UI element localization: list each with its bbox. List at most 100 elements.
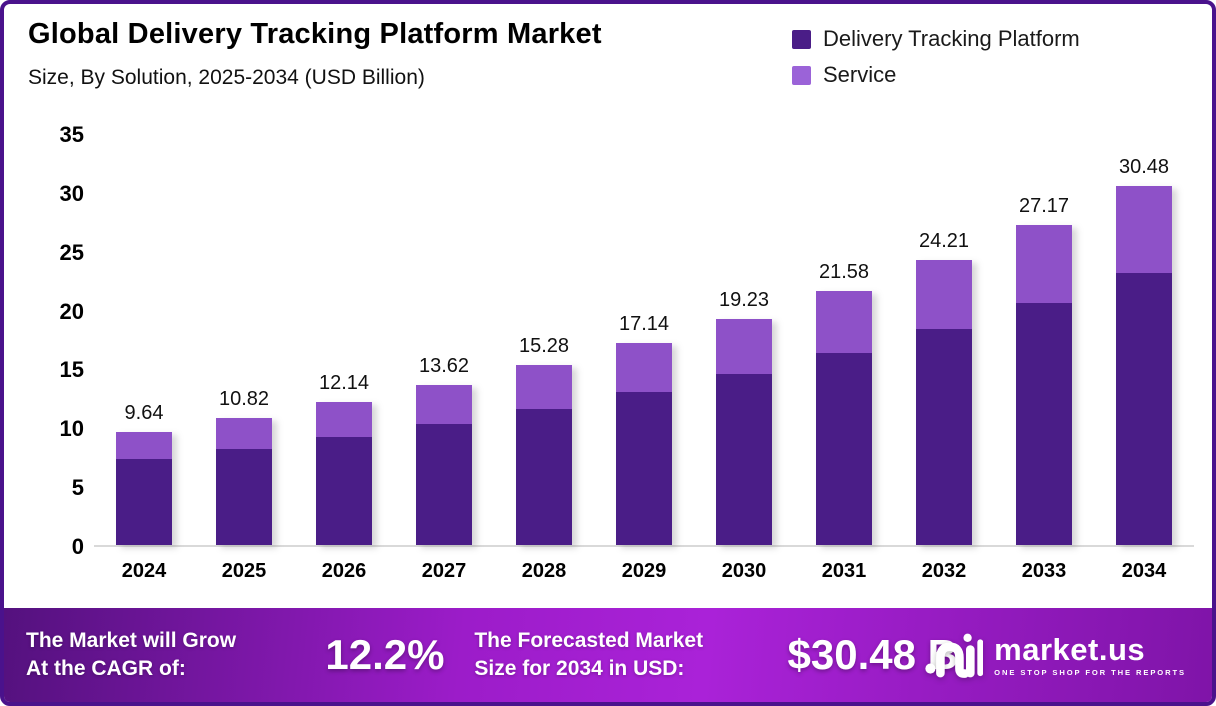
bar-segment-service <box>1016 225 1072 303</box>
x-tick-label: 2034 <box>1121 560 1167 582</box>
x-tick-label: 2025 <box>221 560 267 582</box>
bar-total-label: 27.17 <box>1018 195 1070 218</box>
bar-segment-platform <box>216 448 272 545</box>
bar-segment-platform <box>716 373 772 545</box>
legend-label: Delivery Tracking Platform <box>823 26 1080 51</box>
bar-stack <box>516 365 572 545</box>
bar-segment-service <box>716 318 772 374</box>
y-tick-label: 20 <box>59 298 84 324</box>
bar-column-2027: 13.62 <box>394 355 494 545</box>
bar-segment-service <box>1116 186 1172 274</box>
bar-stack <box>616 343 672 545</box>
bar-segment-platform <box>616 392 672 545</box>
bar-chart-plot: 9.64 10.82 12.14 13.62 15.28 17.14 19.23 21.58 2… <box>94 135 1194 547</box>
bar-segment-platform <box>416 423 472 545</box>
bar-stack <box>416 384 472 545</box>
bar-segment-platform <box>116 459 172 545</box>
y-axis: 0 5 10 15 20 25 30 35 <box>26 122 84 559</box>
bar-segment-service <box>916 260 972 330</box>
cagr-label-line2: At the CAGR of: <box>26 657 186 680</box>
x-axis: 2024 2025 2026 2027 2028 2029 2030 2031 2032 2033… <box>94 560 1194 583</box>
bar-total-label: 17.14 <box>618 313 670 336</box>
bar-segment-platform <box>516 408 572 545</box>
market-us-logo-icon <box>925 633 984 678</box>
x-tick-label: 2024 <box>121 560 167 582</box>
bar-stack <box>116 431 172 545</box>
y-tick-label: 10 <box>59 416 84 442</box>
bar-total-label: 13.62 <box>418 354 470 377</box>
bar-column-2025: 10.82 <box>194 388 294 545</box>
bar-total-label: 19.23 <box>718 288 770 311</box>
bar-segment-service <box>216 417 272 449</box>
bar-column-2033: 27.17 <box>994 195 1094 545</box>
bar-stack <box>1016 225 1072 545</box>
market-us-logo: market.us ONE STOP SHOP FOR THE REPORTS <box>925 629 1186 681</box>
x-tick-label: 2033 <box>1021 560 1067 582</box>
bar-stack <box>916 260 972 545</box>
legend-item-0: Delivery Tracking Platform <box>792 26 1080 52</box>
bar-total-label: 30.48 <box>1118 156 1170 179</box>
bar-segment-platform <box>1116 273 1172 545</box>
x-tick-label: 2029 <box>621 560 667 582</box>
bar-segment-service <box>316 402 372 437</box>
bar-segment-platform <box>1016 302 1072 545</box>
bar-stack <box>316 402 372 545</box>
y-tick-label: 30 <box>59 180 84 206</box>
chart-legend: Delivery Tracking Platform Service <box>792 26 1080 88</box>
bar-total-label: 15.28 <box>518 335 570 358</box>
cagr-label: The Market will Grow At the CAGR of: <box>26 627 314 682</box>
bar-column-2032: 24.21 <box>894 230 994 545</box>
bar-total-label: 21.58 <box>818 260 870 283</box>
x-tick-label: 2032 <box>921 560 967 582</box>
bar-column-2030: 19.23 <box>694 289 794 545</box>
page-title: Global Delivery Tracking Platform Market <box>28 18 602 50</box>
legend-label: Service <box>823 62 897 87</box>
bar-stack <box>816 290 872 545</box>
bar-total-label: 10.82 <box>218 387 270 410</box>
bar-column-2031: 21.58 <box>794 261 894 545</box>
x-tick-label: 2026 <box>321 560 367 582</box>
x-tick-label: 2028 <box>521 560 567 582</box>
bar-stack <box>716 318 772 545</box>
bar-column-2028: 15.28 <box>494 335 594 545</box>
forecast-label: The Forecasted Market Size for 2034 in U… <box>474 627 787 682</box>
bar-column-2029: 17.14 <box>594 313 694 545</box>
legend-swatch-icon <box>792 29 811 49</box>
bar-segment-platform <box>816 352 872 545</box>
x-tick-label: 2031 <box>821 560 867 582</box>
legend-item-1: Service <box>792 62 1080 88</box>
logo-text-block: market.us ONE STOP SHOP FOR THE REPORTS <box>994 634 1186 677</box>
cagr-value: 12.2% <box>325 631 445 678</box>
forecast-label-line2: Size for 2034 in USD: <box>474 657 685 680</box>
y-tick-label: 15 <box>59 357 84 383</box>
chart-header: Global Delivery Tracking Platform Market… <box>28 18 602 90</box>
bar-column-2026: 12.14 <box>294 372 394 545</box>
legend-swatch-icon <box>792 65 811 85</box>
chart-subtitle: Size, By Solution, 2025-2034 (USD Billio… <box>28 66 425 89</box>
bar-segment-platform <box>316 436 372 545</box>
bar-total-label: 12.14 <box>318 372 370 395</box>
y-tick-label: 5 <box>71 475 84 501</box>
bar-segment-service <box>416 384 472 424</box>
logo-text: market.us <box>994 631 1146 667</box>
bar-column-2034: 30.48 <box>1094 156 1194 545</box>
bar-segment-service <box>516 365 572 409</box>
bottom-banner: The Market will Grow At the CAGR of: 12.… <box>4 608 1212 702</box>
bar-segment-service <box>616 343 672 393</box>
bar-segment-service <box>816 290 872 353</box>
bar-total-label: 24.21 <box>918 230 970 253</box>
bar-segment-service <box>116 431 172 460</box>
y-tick-label: 0 <box>71 534 84 559</box>
bar-column-2024: 9.64 <box>94 402 194 545</box>
cagr-label-line1: The Market will Grow <box>26 629 237 653</box>
bar-segment-platform <box>916 329 972 545</box>
y-tick-label: 25 <box>59 239 84 265</box>
x-tick-label: 2027 <box>421 560 467 582</box>
x-tick-label: 2030 <box>721 560 767 582</box>
bar-stack <box>216 417 272 545</box>
forecast-label-line1: The Forecasted Market <box>474 629 704 653</box>
logo-tagline: ONE STOP SHOP FOR THE REPORTS <box>994 667 1186 677</box>
y-tick-label: 35 <box>59 122 84 147</box>
bar-total-label: 9.64 <box>124 401 164 424</box>
